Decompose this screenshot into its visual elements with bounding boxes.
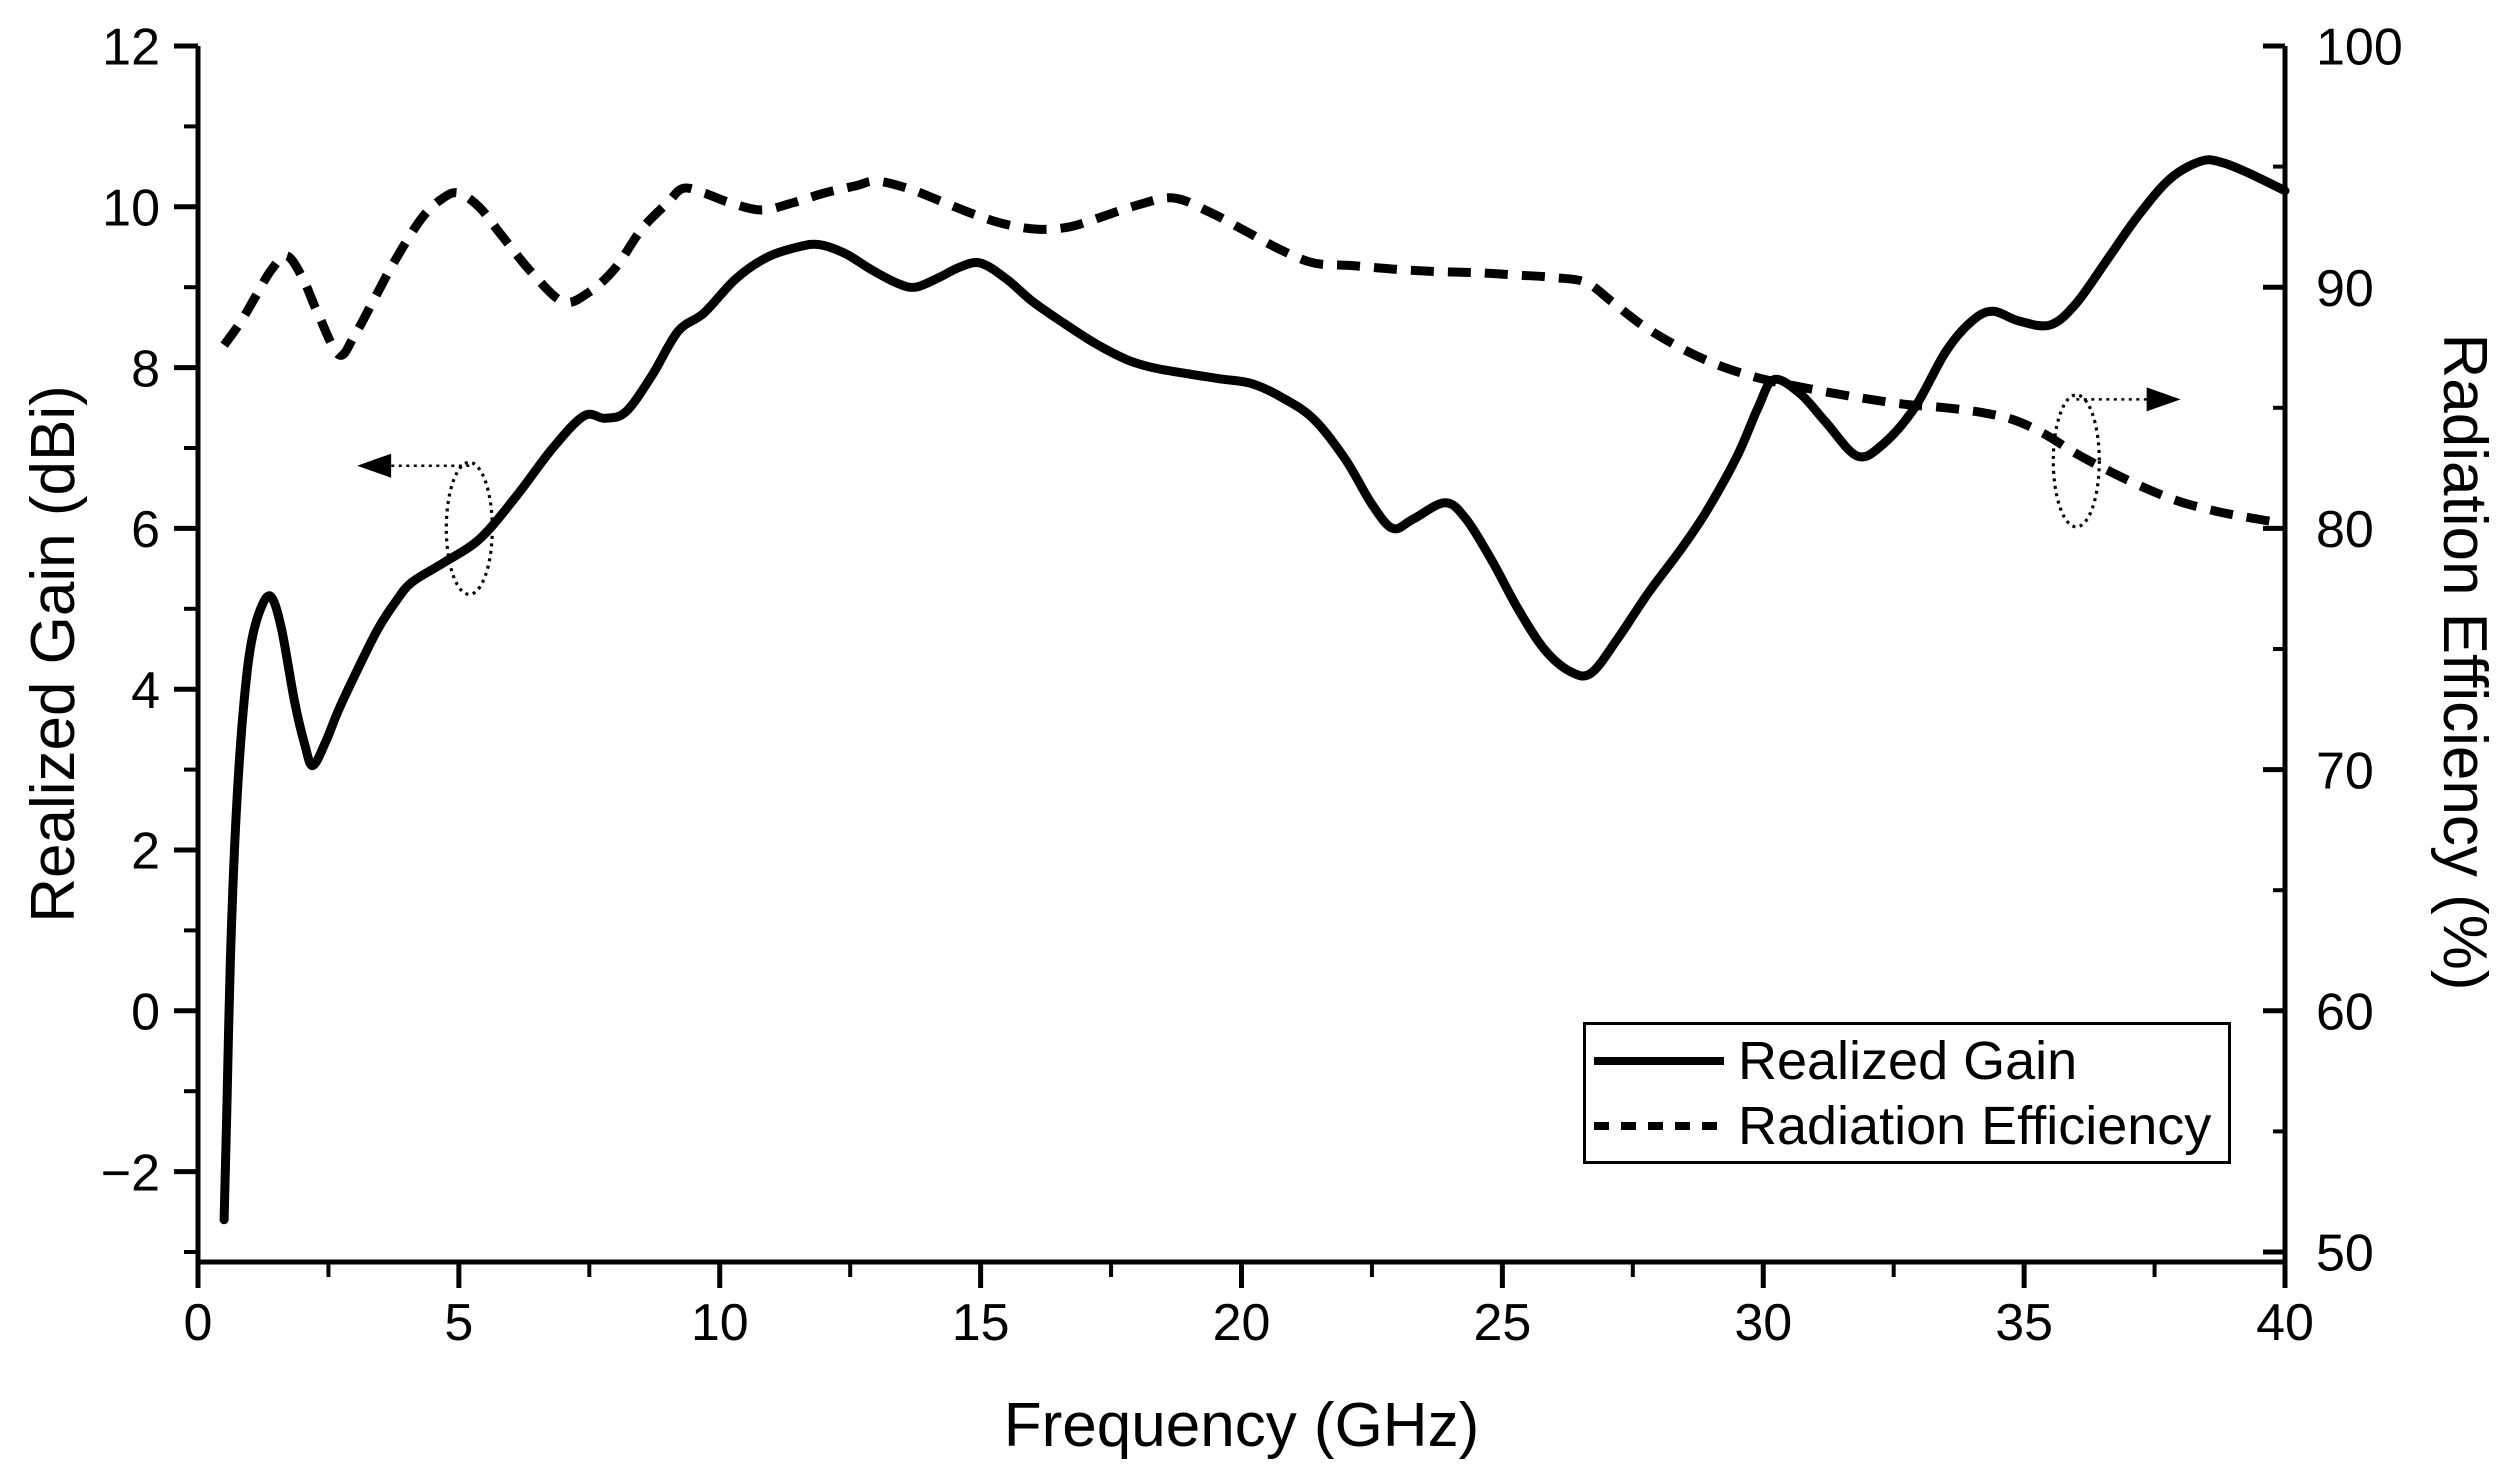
callout-arrowhead-gain-axis-pointer: [357, 453, 392, 478]
y-left-tick-label: 0: [131, 984, 160, 1042]
x-tick-label: 20: [1213, 1294, 1271, 1352]
x-tick-label: 25: [1473, 1294, 1531, 1352]
callout-arrowhead-efficiency-axis-pointer: [2146, 387, 2181, 412]
legend-label-realized-gain: Realized Gain: [1738, 1030, 2078, 1091]
x-tick-label: 0: [184, 1294, 213, 1352]
y-right-tick-label: 60: [2316, 984, 2374, 1042]
y-right-tick-label: 100: [2316, 19, 2403, 77]
y-right-tick-label: 90: [2316, 260, 2374, 318]
y-axis-right-title: Radiation Efficiency (%): [2430, 333, 2499, 991]
x-axis-title: Frequency (GHz): [1003, 1391, 1480, 1460]
callout-ellipse-efficiency-axis-pointer: [2051, 393, 2101, 529]
legend-item-realized-gain: Realized Gain: [1594, 1034, 2228, 1088]
legend-label-radiation-efficiency: Radiation Efficiency: [1738, 1095, 2212, 1156]
y-left-tick-label: 12: [102, 19, 160, 77]
y-right-tick-label: 50: [2316, 1225, 2374, 1283]
y-left-tick-label: 2: [131, 823, 160, 881]
legend-line-solid: [1594, 1056, 1724, 1065]
y-left-tick-label: −2: [101, 1144, 160, 1202]
x-tick-label: 15: [952, 1294, 1010, 1352]
y-right-tick-label: 70: [2316, 742, 2374, 800]
legend-item-radiation-efficiency: Radiation Efficiency: [1594, 1099, 2228, 1153]
y-left-tick-label: 6: [131, 501, 160, 559]
legend: Realized Gain Radiation Efficiency: [1583, 1022, 2231, 1164]
y-left-tick-label: 10: [102, 180, 160, 238]
x-tick-label: 10: [691, 1294, 749, 1352]
y-axis-left-title: Realized Gain (dBi): [19, 385, 88, 923]
radiation-efficiency-curve: [220, 176, 2286, 529]
realized-gain-curve: [219, 155, 2290, 1225]
x-tick-label: 30: [1734, 1294, 1792, 1352]
y-left-tick-label: 4: [131, 662, 160, 720]
y-left-tick-label: 8: [131, 340, 160, 398]
callout-ellipse-gain-axis-pointer: [444, 460, 494, 597]
legend-line-dashed: [1594, 1121, 1724, 1130]
x-tick-label: 35: [1995, 1294, 2053, 1352]
y-right-tick-label: 80: [2316, 501, 2374, 559]
x-tick-label: 5: [444, 1294, 473, 1352]
x-tick-label: 40: [2256, 1294, 2314, 1352]
